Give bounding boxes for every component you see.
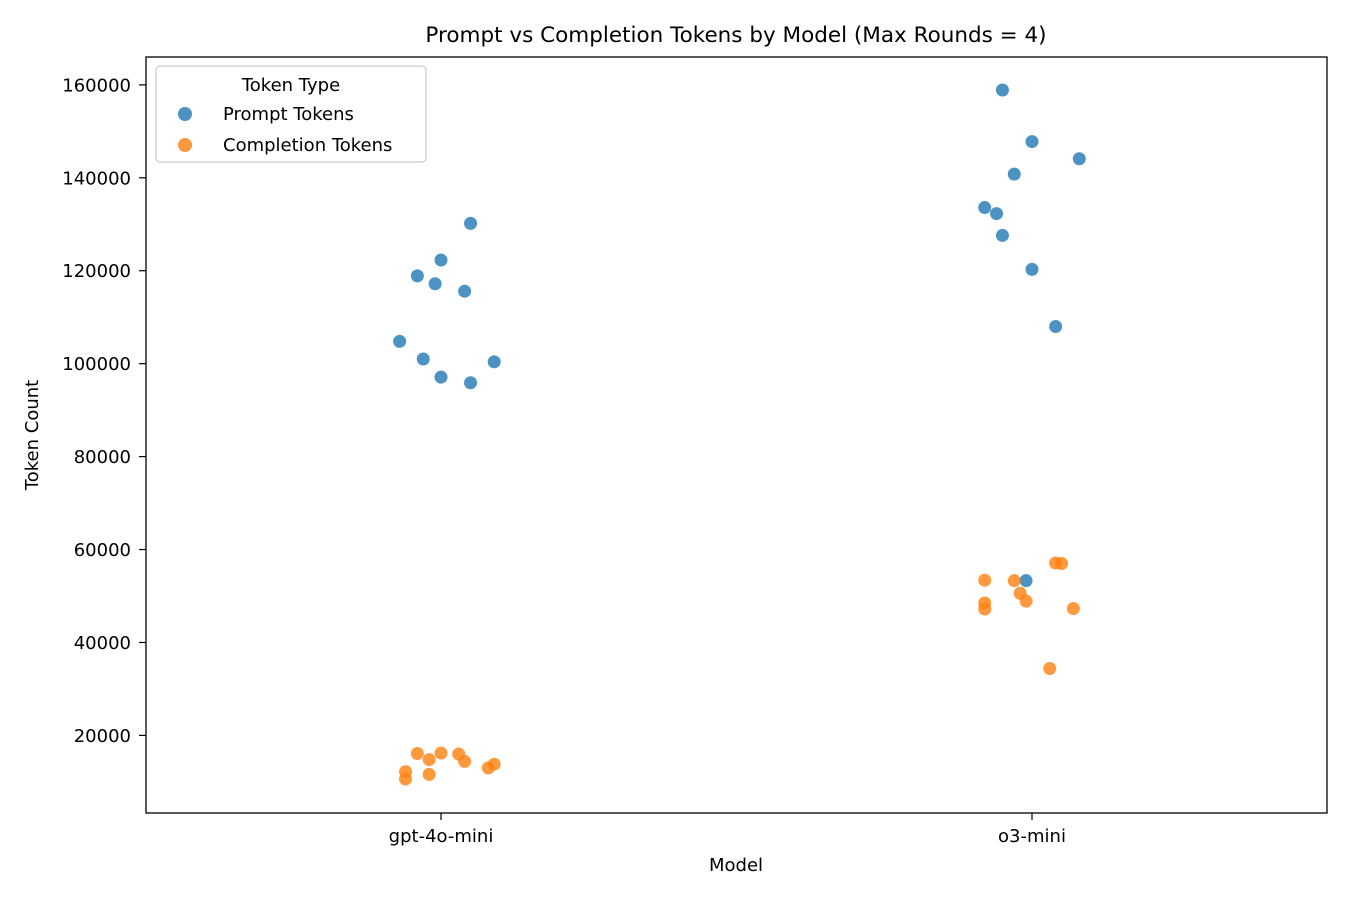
completion-token-point — [410, 747, 424, 761]
prompt-token-point — [1025, 262, 1039, 276]
y-tick-label: 140000 — [62, 168, 131, 189]
legend: Token Type Prompt Tokens Completion Toke… — [155, 65, 427, 163]
x-axis-ticks: gpt-4o-mini o3-mini — [389, 813, 1066, 847]
y-tick-label: 20000 — [74, 726, 131, 747]
legend-marker-completion-tokens — [178, 138, 192, 152]
completion-token-point — [978, 573, 992, 587]
completion-token-point — [1055, 556, 1069, 570]
prompt-token-point — [434, 370, 448, 384]
chart-title: Prompt vs Completion Tokens by Model (Ma… — [425, 23, 1046, 48]
legend-title: Token Type — [241, 75, 340, 96]
completion-token-point — [481, 761, 495, 775]
x-tick-label: gpt-4o-mini — [389, 826, 494, 847]
prompt-token-point — [416, 352, 430, 366]
y-tick-label: 40000 — [74, 633, 131, 654]
prompt-token-point — [434, 253, 448, 267]
prompt-token-point — [428, 277, 442, 291]
legend-label-prompt-tokens: Prompt Tokens — [223, 104, 354, 125]
y-axis-ticks: 20000 40000 60000 80000 100000 120000 140000 16… — [62, 75, 146, 747]
x-tick-label: o3-mini — [998, 826, 1066, 847]
completion-token-point — [434, 746, 448, 760]
legend-marker-prompt-tokens — [178, 107, 192, 121]
prompt-token-point — [464, 216, 478, 230]
prompt-token-point — [995, 228, 1009, 242]
prompt-token-point — [990, 207, 1004, 221]
completion-token-point — [458, 754, 472, 768]
prompt-token-point — [458, 284, 472, 298]
completion-token-point — [1066, 602, 1080, 616]
completion-token-point — [978, 602, 992, 616]
y-tick-label: 80000 — [74, 447, 131, 468]
prompt-token-point — [1025, 135, 1039, 149]
data-points — [393, 83, 1086, 786]
completion-token-point — [1043, 661, 1057, 675]
prompt-token-point — [978, 201, 992, 215]
y-axis-label: Token Count — [22, 380, 43, 491]
prompt-token-point — [1049, 320, 1063, 334]
y-tick-label: 160000 — [62, 75, 131, 96]
prompt-token-point — [464, 376, 478, 390]
y-tick-label: 120000 — [62, 261, 131, 282]
prompt-token-point — [1019, 574, 1033, 588]
x-axis-label: Model — [709, 855, 763, 876]
y-tick-label: 100000 — [62, 354, 131, 375]
completion-token-point — [399, 772, 413, 786]
completion-token-point — [1019, 594, 1033, 608]
legend-box — [155, 65, 427, 163]
prompt-token-point — [487, 355, 501, 369]
prompt-token-point — [393, 334, 407, 348]
prompt-token-point — [995, 83, 1009, 97]
completion-token-point — [422, 753, 436, 767]
prompt-token-point — [1007, 167, 1021, 181]
y-tick-label: 60000 — [74, 540, 131, 561]
prompt-token-point — [410, 269, 424, 283]
completion-token-point — [1007, 574, 1021, 588]
plot-frame — [145, 56, 1328, 814]
completion-token-point — [422, 767, 436, 781]
legend-label-completion-tokens: Completion Tokens — [223, 135, 392, 156]
prompt-token-point — [1072, 152, 1086, 166]
